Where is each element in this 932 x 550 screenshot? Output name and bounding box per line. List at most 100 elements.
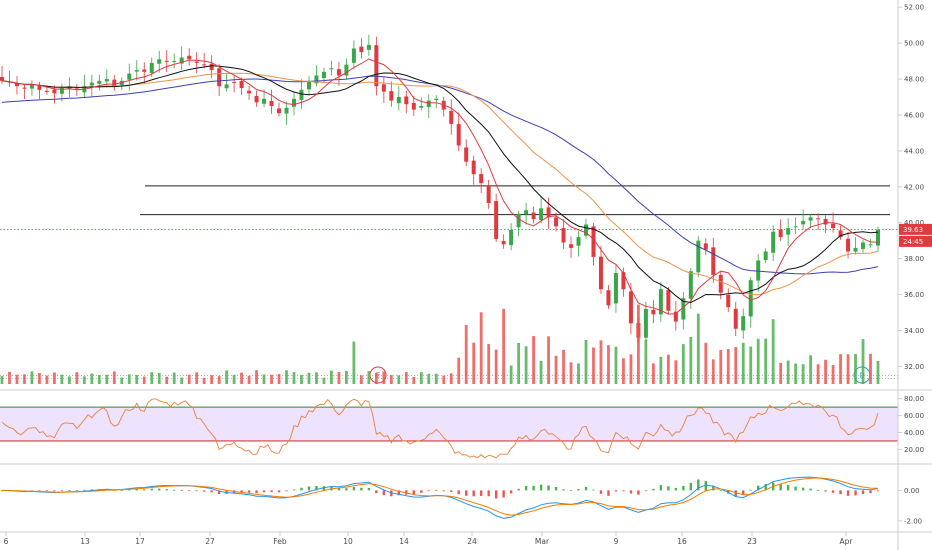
candle-body[interactable] — [232, 81, 237, 83]
candle-body[interactable] — [569, 244, 574, 248]
candle-body[interactable] — [44, 90, 49, 92]
candle-body[interactable] — [0, 76, 4, 81]
candle-body[interactable] — [456, 124, 461, 146]
candle-body[interactable] — [134, 70, 139, 72]
candle-body[interactable] — [22, 87, 27, 89]
candle-body[interactable] — [831, 223, 836, 229]
candle-body[interactable] — [277, 108, 282, 114]
candle-body[interactable] — [464, 147, 469, 162]
candle-body[interactable] — [613, 273, 618, 304]
candle-body[interactable] — [726, 294, 731, 308]
rsi-line[interactable] — [1, 398, 879, 459]
candle-body[interactable] — [471, 160, 476, 175]
candle-body[interactable] — [224, 84, 229, 89]
candle-body[interactable] — [673, 311, 678, 322]
candle-body[interactable] — [876, 229, 880, 246]
candle-body[interactable] — [187, 55, 192, 60]
candle-body[interactable] — [359, 46, 364, 53]
sma-slow-line[interactable] — [1, 72, 879, 296]
candle-body[interactable] — [741, 316, 746, 331]
candle-body[interactable] — [853, 247, 858, 252]
candle-body[interactable] — [778, 229, 783, 238]
candle-body[interactable] — [336, 69, 341, 76]
candle-body[interactable] — [771, 231, 776, 253]
candle-body[interactable] — [763, 251, 768, 261]
candle-body[interactable] — [396, 97, 401, 104]
candle-body[interactable] — [292, 98, 296, 107]
candle-body[interactable] — [419, 105, 424, 108]
candle-body[interactable] — [786, 228, 791, 235]
candle-body[interactable] — [516, 213, 521, 228]
candle-body[interactable] — [381, 84, 386, 92]
candle-body[interactable] — [861, 242, 866, 249]
candle-body[interactable] — [846, 238, 851, 252]
macd-panel[interactable] — [0, 476, 880, 519]
candle-body[interactable] — [14, 83, 19, 87]
candle-body[interactable] — [591, 226, 596, 257]
candle-body[interactable] — [681, 298, 686, 320]
candle-body[interactable] — [748, 280, 753, 317]
candle-body[interactable] — [576, 237, 581, 246]
candle-body[interactable] — [584, 224, 588, 236]
candle-body[interactable] — [209, 63, 214, 71]
candle-body[interactable] — [404, 96, 409, 105]
candle-body[interactable] — [651, 309, 656, 315]
candle-body[interactable] — [561, 228, 566, 243]
candle-body[interactable] — [666, 290, 671, 311]
sma-fast-line[interactable] — [1, 58, 879, 315]
candle-body[interactable] — [389, 91, 394, 101]
candle-body[interactable] — [29, 84, 34, 89]
candle-body[interactable] — [329, 68, 334, 70]
candle-body[interactable] — [374, 45, 379, 87]
candle-body[interactable] — [606, 290, 611, 306]
candle-body[interactable] — [718, 274, 723, 293]
candle-body[interactable] — [284, 107, 289, 114]
candle-body[interactable] — [194, 61, 199, 63]
candle-body[interactable] — [127, 73, 132, 80]
candle-body[interactable] — [172, 61, 177, 63]
candle-body[interactable] — [524, 210, 529, 215]
candle-body[interactable] — [179, 57, 184, 64]
candle-body[interactable] — [366, 44, 371, 50]
candle-body[interactable] — [321, 71, 326, 79]
candle-body[interactable] — [97, 80, 102, 84]
candle-body[interactable] — [314, 75, 319, 84]
candle-body[interactable] — [486, 185, 491, 203]
candle-body[interactable] — [157, 59, 162, 64]
candle-body[interactable] — [711, 247, 716, 275]
candle-body[interactable] — [239, 81, 244, 89]
candle-body[interactable] — [262, 98, 267, 104]
candle-body[interactable] — [344, 64, 349, 76]
candle-body[interactable] — [59, 88, 64, 94]
candle-body[interactable] — [149, 62, 154, 74]
candle-body[interactable] — [449, 110, 454, 124]
candle-body[interactable] — [703, 243, 708, 250]
candle-body[interactable] — [164, 60, 169, 62]
candle-body[interactable] — [299, 89, 304, 100]
candle-body[interactable] — [531, 212, 536, 220]
sma-mid-line[interactable] — [1, 65, 879, 304]
sma-long-line[interactable] — [1, 75, 879, 275]
candle-body[interactable] — [434, 98, 439, 101]
candle-body[interactable] — [756, 260, 761, 281]
candle-body[interactable] — [142, 69, 147, 72]
candle-body[interactable] — [696, 240, 701, 273]
candle-body[interactable] — [793, 226, 798, 228]
candle-body[interactable] — [598, 256, 603, 290]
candle-body[interactable] — [823, 218, 828, 225]
candle-body[interactable] — [269, 100, 274, 106]
candle-body[interactable] — [554, 217, 559, 227]
candle-body[interactable] — [838, 230, 843, 238]
candle-body[interactable] — [247, 90, 252, 94]
candle-body[interactable] — [74, 88, 79, 90]
price-panel[interactable]: ED — [0, 34, 898, 384]
candle-body[interactable] — [112, 79, 117, 87]
candle-body[interactable] — [351, 48, 356, 63]
candle-body[interactable] — [411, 102, 416, 110]
candle-body[interactable] — [868, 244, 873, 246]
candle-body[interactable] — [808, 217, 813, 221]
candle-body[interactable] — [52, 89, 57, 94]
candle-body[interactable] — [426, 100, 431, 107]
candle-body[interactable] — [479, 173, 484, 184]
macd-line[interactable] — [1, 476, 879, 519]
